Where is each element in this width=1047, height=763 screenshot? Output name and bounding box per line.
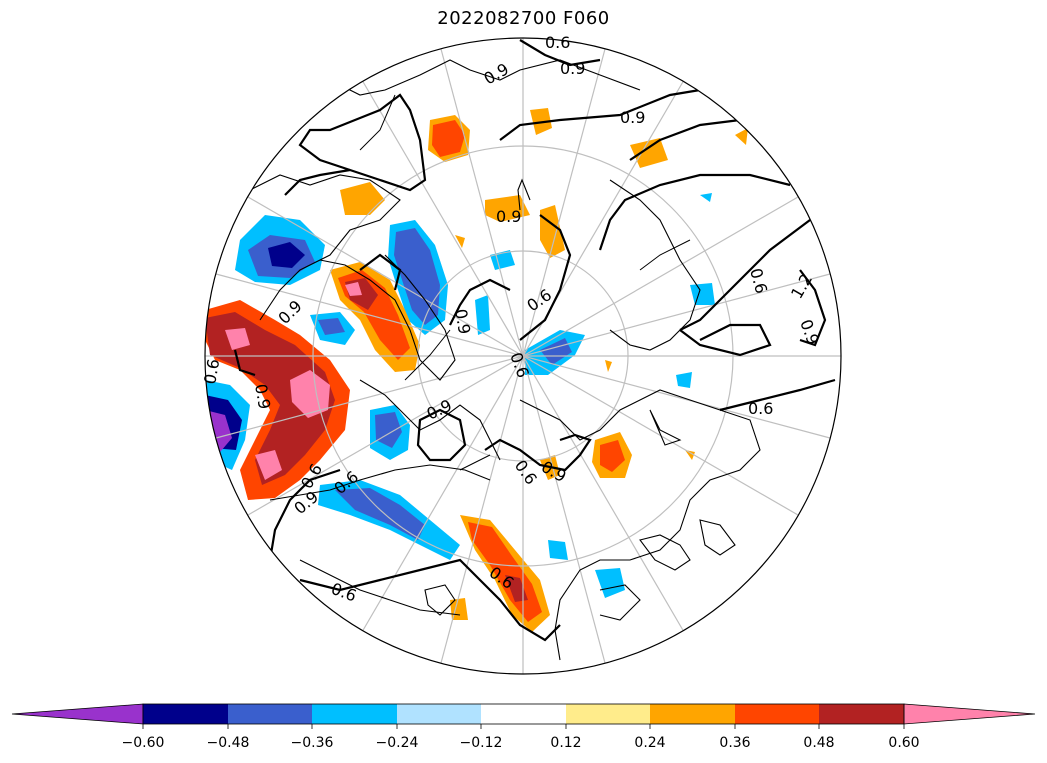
- colorbar: −0.60 −0.48 −0.36 −0.24 −0.12 0.12 0.24 …: [11, 703, 1036, 751]
- colorbar-tick-label: 0.36: [719, 735, 750, 751]
- shading-layer: [205, 108, 748, 632]
- colorbar-bin: [566, 704, 650, 724]
- map-title: 2022082700 F060: [437, 8, 610, 29]
- colorbar-extend-high: [903, 703, 1036, 725]
- colorbar-tick-label: 0.48: [803, 735, 834, 751]
- contour-label: 0.6: [200, 357, 223, 385]
- colorbar-bin: [228, 704, 312, 724]
- colorbar-tick-label: −0.60: [122, 735, 165, 751]
- colorbar-tick-label: −0.36: [291, 735, 334, 751]
- contour-label: 0.9: [620, 108, 645, 127]
- contour-label: 0.9: [251, 382, 274, 410]
- contour-label: 0.6: [748, 399, 773, 418]
- colorbar-bin: [735, 704, 819, 724]
- contour-lines-thin: [359, 94, 691, 471]
- colorbar-tick-label: −0.12: [460, 735, 503, 751]
- colorbar-bin: [312, 704, 397, 724]
- colorbar-extend-low: [11, 703, 144, 725]
- contour-label: 0.9: [451, 307, 474, 335]
- colorbar-bin: [143, 704, 228, 724]
- colorbar-tick-label: 0.12: [550, 735, 581, 751]
- colorbar-bin: [650, 704, 735, 724]
- colorbar-bin: [397, 704, 481, 724]
- colorbar-tick-label: −0.48: [207, 735, 250, 751]
- map-boundary: [204, 37, 842, 675]
- contour-label: 0.6: [545, 33, 570, 52]
- colorbar-tick-label: −0.24: [376, 735, 419, 751]
- contour-label: 0.9: [560, 59, 585, 78]
- colorbar-bin: [481, 704, 566, 724]
- colorbar-tick-label: 0.60: [888, 735, 919, 751]
- contour-label: 0.9: [496, 207, 521, 226]
- coastlines: [249, 59, 761, 661]
- graticule: [205, 38, 841, 674]
- map-disc: 0.6 0.9 0.9 0.9 0.9 0.6 0.6 0.9 0.6 1.2 …: [200, 33, 842, 675]
- colorbar-tick-label: 0.24: [634, 735, 665, 751]
- colorbar-bin: [819, 704, 904, 724]
- contour-lines: [233, 39, 836, 642]
